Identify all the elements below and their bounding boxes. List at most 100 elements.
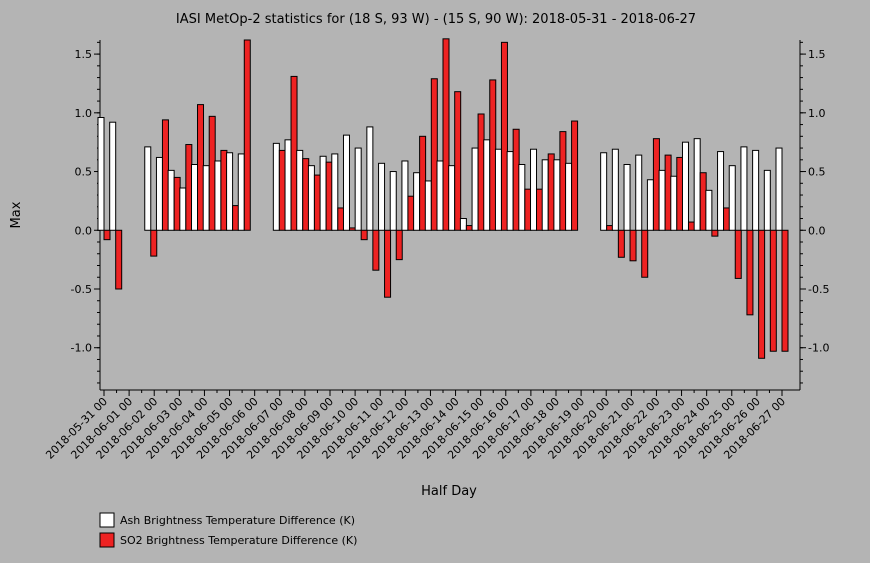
bar-so2 [734,229,742,279]
bar-ash [635,154,643,231]
bar-ash [109,121,117,231]
bar-ash [483,139,491,231]
bar-so2 [629,229,637,262]
y-tick-label-right: 1.0 [808,107,826,120]
plot-area: -1.0 -1.0 -0.5 -0.5 0.0 0.0 0.5 0.5 1.0 1.0 1.5 1.5… [43,38,829,462]
y-tick-label-left: -0.5 [71,283,92,296]
bar-ash [401,160,409,231]
bar-ash [144,146,152,231]
bar-ash [319,155,327,231]
bar-ash [565,162,573,231]
bar-so2 [372,229,380,271]
bar-so2 [185,144,193,231]
bar-ash [307,165,315,231]
bar-ash [366,126,374,231]
bar-so2 [407,195,415,231]
bar-so2 [302,158,310,231]
bar-so2 [360,229,368,241]
bar-ash [728,165,736,231]
bar-ash [436,160,444,231]
legend-label-ash: Ash Brightness Temperature Difference (K… [120,514,355,527]
y-tick-label-right: -1.0 [808,342,829,355]
bar-so2 [161,119,169,231]
y-tick-label-right: 0.5 [808,166,826,179]
bar-so2 [115,229,123,290]
bar-ash [389,171,397,231]
bar-ash [155,156,163,231]
bar-ash [705,189,713,231]
bar-so2 [617,229,625,258]
bar-so2 [348,227,356,231]
bar-ash [378,162,386,231]
bar-so2 [687,221,695,231]
legend-swatch-ash [99,512,115,528]
bar-so2 [384,229,392,298]
y-tick-label-left: 0.5 [75,166,93,179]
bar-so2 [197,104,205,231]
bar-so2 [746,229,754,316]
bar-ash [331,153,339,231]
y-tick-label-left: 1.0 [75,107,93,120]
bar-ash [658,169,666,231]
bar-so2 [676,156,684,231]
bar-ash [681,141,689,231]
bar-ash [693,138,701,231]
bar-so2 [758,229,766,359]
bar-so2 [419,135,427,231]
bar-ash [541,159,549,231]
bar-ash [167,169,175,231]
bar-ash [448,165,456,231]
y-tick-label-right: 0.0 [808,224,826,237]
bar-so2 [103,229,111,241]
bar-ash [670,175,678,231]
y-axis-label: Max [9,201,24,228]
bar-so2 [500,41,508,231]
bar-so2 [173,176,181,231]
bar-ash [471,147,479,231]
y-tick-label-left: -1.0 [71,342,92,355]
bar-so2 [232,205,240,231]
bar-so2 [571,120,579,231]
bar-ash [494,148,502,231]
bar-so2 [641,229,649,278]
bar-ash [775,147,783,231]
bar-so2 [524,188,532,231]
y-tick-label-left: 0.0 [75,224,93,237]
legend-swatch-so2 [99,532,115,548]
bar-so2 [536,188,544,231]
bar-ash [506,151,514,231]
bar-ash [553,159,561,231]
bar-so2 [220,149,228,231]
bar-ash [530,148,538,231]
bar-so2 [547,153,555,231]
bar-ash [191,163,199,231]
bar-so2 [711,229,719,237]
bar-so2 [325,161,333,231]
legend: Ash Brightness Temperature Difference (K… [99,512,357,548]
bar-ash [342,134,350,231]
bar-ash [518,163,526,231]
bar-so2 [278,149,286,231]
chart-title: IASI MetOp-2 statistics for (18 S, 93 W)… [176,12,696,27]
bar-so2 [723,207,731,231]
bar-ash [284,139,292,231]
bar-so2 [430,78,438,231]
bar-so2 [465,225,473,231]
bar-so2 [313,174,321,231]
bar-so2 [150,229,158,257]
bar-so2 [337,207,345,231]
bar-ash [202,165,210,231]
bar-so2 [652,138,660,231]
x-axis-label: Half Day [421,484,477,499]
bar-so2 [559,131,567,231]
bar-ash [97,117,105,231]
bar-so2 [395,229,403,261]
bar-ash [214,160,222,231]
bar-ash [459,218,467,231]
bar-ash [611,148,619,231]
y-tick-label-right: 1.5 [808,48,826,61]
bar-ash [272,142,280,231]
bar-ash [354,147,362,231]
bar-so2 [208,115,216,231]
bar-so2 [699,172,707,231]
